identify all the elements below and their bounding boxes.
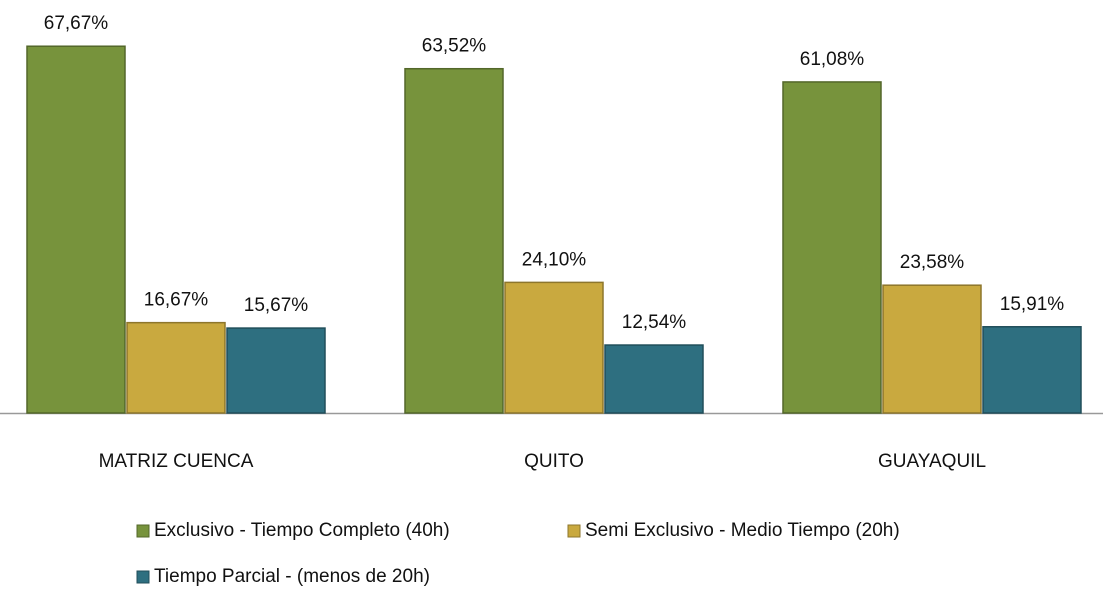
legend-label: Semi Exclusivo - Medio Tiempo (20h) — [585, 520, 900, 541]
bar — [782, 81, 882, 414]
value-label: 15,91% — [1000, 294, 1065, 315]
value-label: 63,52% — [422, 36, 487, 57]
legend-label: Tiempo Parcial - (menos de 20h) — [154, 566, 430, 587]
value-label: 24,10% — [522, 249, 587, 270]
bar — [404, 67, 504, 414]
bar — [126, 321, 226, 414]
legend-marker — [567, 524, 581, 538]
x-tick-label: QUITO — [524, 451, 584, 472]
bar — [504, 281, 604, 414]
value-label: 15,67% — [244, 295, 309, 316]
legend-marker — [136, 570, 150, 584]
bar — [882, 284, 982, 414]
x-tick-label: GUAYAQUIL — [878, 451, 986, 472]
value-label: 23,58% — [900, 252, 965, 273]
bar — [226, 327, 326, 414]
value-label: 61,08% — [800, 49, 865, 70]
value-label: 12,54% — [622, 312, 687, 333]
bar — [26, 45, 126, 414]
bar — [604, 344, 704, 414]
bar — [982, 326, 1082, 414]
legend-marker — [136, 524, 150, 538]
x-tick-label: MATRIZ CUENCA — [99, 451, 254, 472]
value-label: 16,67% — [144, 290, 209, 311]
legend-label: Exclusivo - Tiempo Completo (40h) — [154, 520, 450, 541]
value-label: 67,67% — [44, 13, 109, 34]
